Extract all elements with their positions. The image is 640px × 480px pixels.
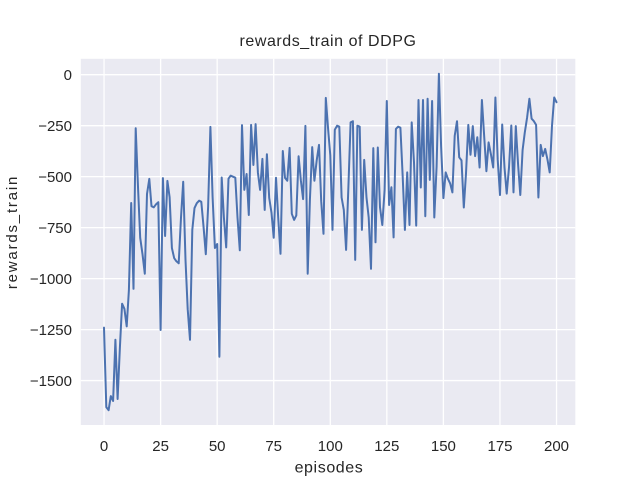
svg-text:175: 175 xyxy=(487,438,512,455)
svg-text:100: 100 xyxy=(318,438,343,455)
svg-text:−1250: −1250 xyxy=(30,322,72,339)
svg-text:200: 200 xyxy=(544,438,569,455)
svg-text:150: 150 xyxy=(431,438,456,455)
svg-text:−250: −250 xyxy=(38,118,72,135)
svg-text:rewards_train: rewards_train xyxy=(4,175,21,289)
svg-text:episodes: episodes xyxy=(295,460,364,477)
svg-text:−750: −750 xyxy=(38,220,72,237)
svg-text:0: 0 xyxy=(64,67,72,84)
svg-text:50: 50 xyxy=(209,438,226,455)
svg-text:75: 75 xyxy=(265,438,282,455)
svg-text:rewards_train of DDPG: rewards_train of DDPG xyxy=(240,33,417,50)
svg-text:−1500: −1500 xyxy=(30,373,72,390)
svg-text:0: 0 xyxy=(100,438,108,455)
svg-text:125: 125 xyxy=(374,438,399,455)
svg-text:25: 25 xyxy=(152,438,169,455)
svg-text:−500: −500 xyxy=(38,169,72,186)
svg-text:−1000: −1000 xyxy=(30,271,72,288)
